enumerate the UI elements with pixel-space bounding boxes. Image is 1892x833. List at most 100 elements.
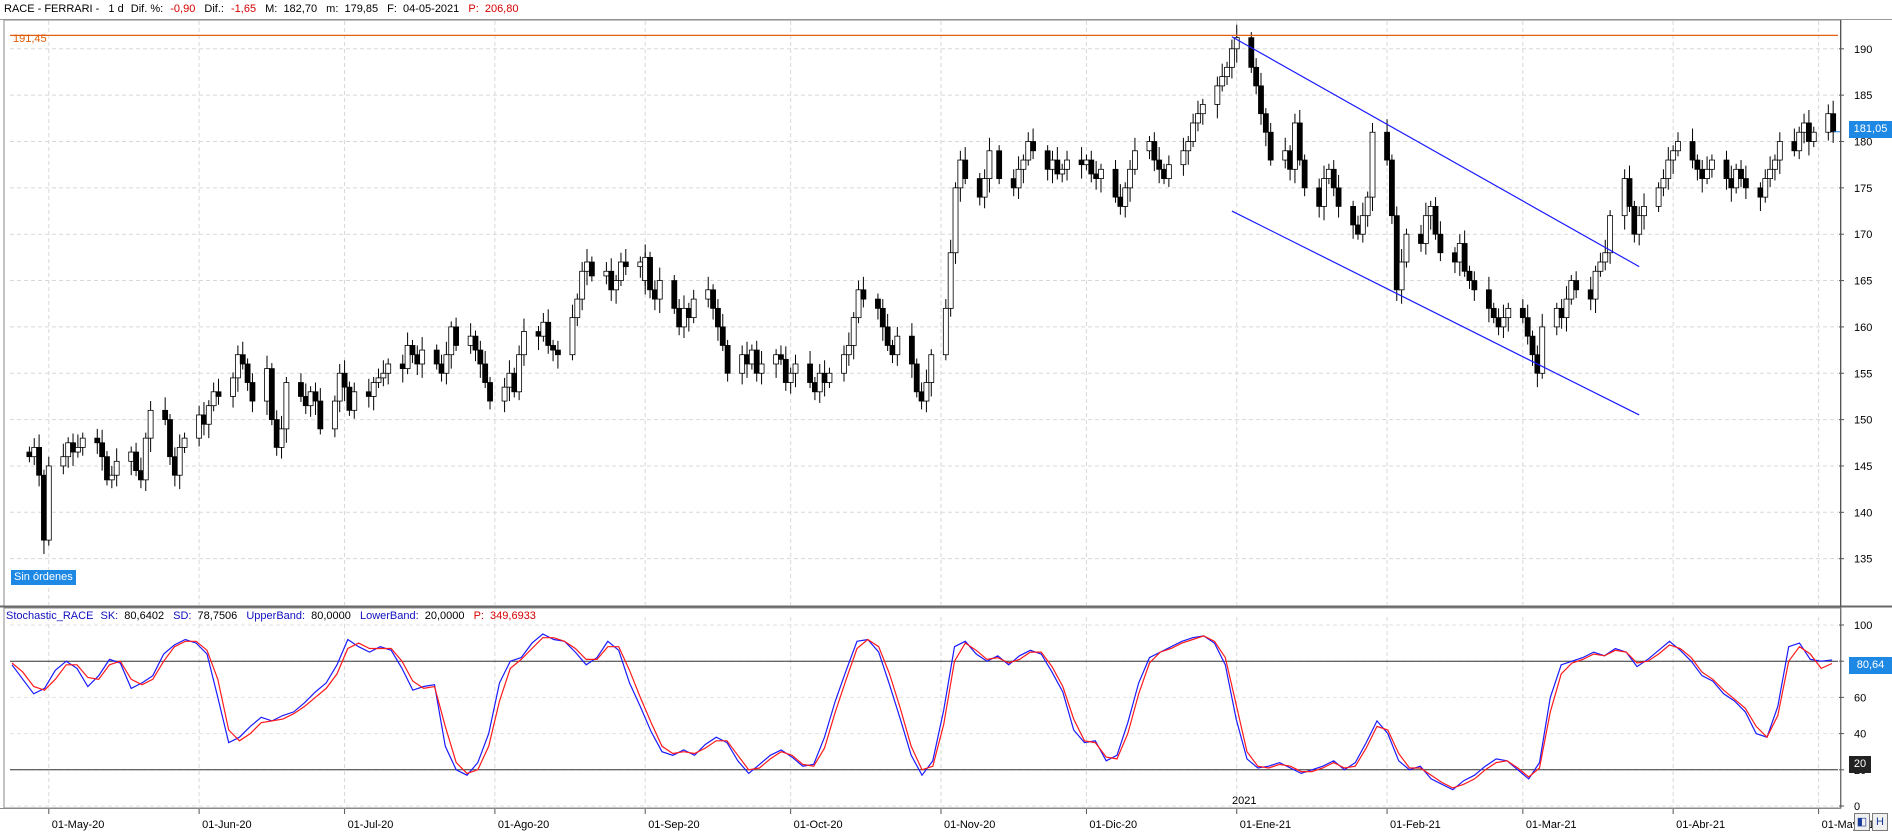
price-axis: 135 140 145 150 155 160 165 170 175 180 185 190	[1839, 20, 1872, 808]
candle-body	[1660, 178, 1667, 189]
candle-body	[807, 363, 813, 383]
candle-body	[1132, 150, 1138, 170]
candle-body	[1573, 280, 1580, 291]
x-tick-label: 01-Ago-20	[498, 819, 549, 831]
candle-body	[1733, 168, 1740, 189]
dif-pct-value: -0,90	[170, 3, 196, 15]
candle-body	[1282, 150, 1289, 161]
resistance-label: 191,45	[13, 33, 47, 45]
candle-body	[1127, 168, 1133, 189]
period-label: 1 d	[108, 3, 124, 15]
candle-body	[1010, 178, 1017, 189]
candle-body	[1456, 243, 1463, 263]
candle-body	[419, 349, 426, 365]
candle-body	[501, 386, 508, 402]
candle-body	[986, 150, 993, 179]
candle-body	[273, 419, 280, 448]
price-tick-label: 135	[1854, 554, 1872, 566]
candle-body	[1704, 168, 1710, 179]
candle-body	[1267, 131, 1274, 161]
max-value: 182,70	[283, 3, 318, 15]
stoch-p-value: 349,6933	[490, 610, 536, 622]
candle-body	[380, 372, 387, 379]
candle-body	[210, 391, 217, 407]
candle-body	[1568, 280, 1575, 300]
candle-body	[744, 354, 750, 365]
candle-body	[1602, 252, 1609, 263]
candle-body	[656, 280, 663, 300]
candle-body	[1117, 196, 1124, 207]
hide-panel-button[interactable]: H	[1872, 813, 1888, 831]
candle-body	[1553, 307, 1560, 328]
price-tick-label: 175	[1854, 183, 1872, 195]
candle-body	[1757, 187, 1764, 198]
sk-value: 80,6402	[124, 610, 165, 622]
candle-body	[651, 289, 658, 300]
candle-body	[1384, 131, 1390, 161]
candle-body	[1248, 37, 1255, 68]
candle-body	[142, 437, 149, 481]
stoch-tick-label: 0	[1854, 801, 1860, 813]
stoch-tick-label: 40	[1854, 729, 1866, 741]
candle-body	[1490, 307, 1497, 319]
candle-body	[821, 372, 828, 383]
candle-body	[205, 405, 212, 425]
candle-body	[1025, 141, 1032, 161]
candle-body	[1233, 37, 1240, 50]
candle-body	[113, 460, 120, 476]
x-axis: 01-May-20 01-Jun-20 01-Jul-20 01-Ago-20 01-S…	[0, 808, 1874, 831]
candle-body	[826, 372, 833, 383]
dif-label: Dif.:	[204, 3, 224, 15]
candle-body	[1098, 168, 1104, 179]
candle-body	[816, 372, 823, 393]
candle-body	[399, 363, 406, 370]
candle-body	[913, 363, 920, 393]
channel-lower-line	[1231, 210, 1640, 416]
candle-body	[1801, 122, 1807, 133]
candle-body	[487, 382, 493, 402]
candle-body	[104, 456, 110, 481]
candle-body	[94, 437, 101, 444]
candle-body	[1452, 252, 1458, 263]
candle-body	[133, 451, 139, 471]
candle-body	[569, 317, 576, 356]
candle-body	[1592, 270, 1599, 300]
candle-body	[1292, 122, 1298, 170]
candle-body	[782, 358, 789, 383]
candle-body	[778, 354, 784, 360]
candle-body	[1335, 187, 1342, 207]
x-tick-label: 01-May-20	[52, 819, 105, 831]
candle-body	[99, 442, 106, 458]
candle-body	[1224, 66, 1230, 78]
lower-band-value: 20,0000	[424, 610, 465, 622]
lower-band-badge: 20	[1849, 756, 1871, 773]
candle-body	[1694, 159, 1701, 170]
candle-body	[1670, 150, 1677, 161]
upper-band-value: 80,0000	[311, 610, 351, 622]
candle-body	[1359, 215, 1366, 235]
candle-body	[147, 409, 154, 439]
x-tick-label: 01-Abr-21	[1676, 819, 1725, 831]
candle-body	[1495, 317, 1502, 328]
price-overlays	[10, 34, 1840, 416]
date-value: 04-05-2021	[403, 3, 460, 15]
x-tick-label: 01-Jul-20	[348, 819, 394, 831]
candle-body	[482, 363, 489, 383]
candle-body	[1728, 178, 1735, 189]
candle-body	[1485, 289, 1492, 309]
candle-body	[1122, 187, 1129, 207]
candle-body	[1742, 178, 1749, 189]
candle-body	[302, 396, 309, 407]
candle-body	[637, 261, 644, 268]
candle-body	[45, 465, 52, 541]
candle-body	[1330, 168, 1337, 189]
stochastic-header: Stochastic_RACE SK: 80,6402 SD: 78,7506 …	[6, 609, 536, 623]
candle-body	[278, 428, 285, 448]
candle-body	[1655, 187, 1662, 207]
orders-badge[interactable]: Sin órdenes	[11, 570, 76, 585]
candle-body	[1044, 150, 1051, 170]
layout-toggle-button[interactable]: ◧	[1854, 813, 1870, 831]
candle-body	[588, 261, 595, 277]
price-tick-label: 185	[1854, 90, 1872, 102]
